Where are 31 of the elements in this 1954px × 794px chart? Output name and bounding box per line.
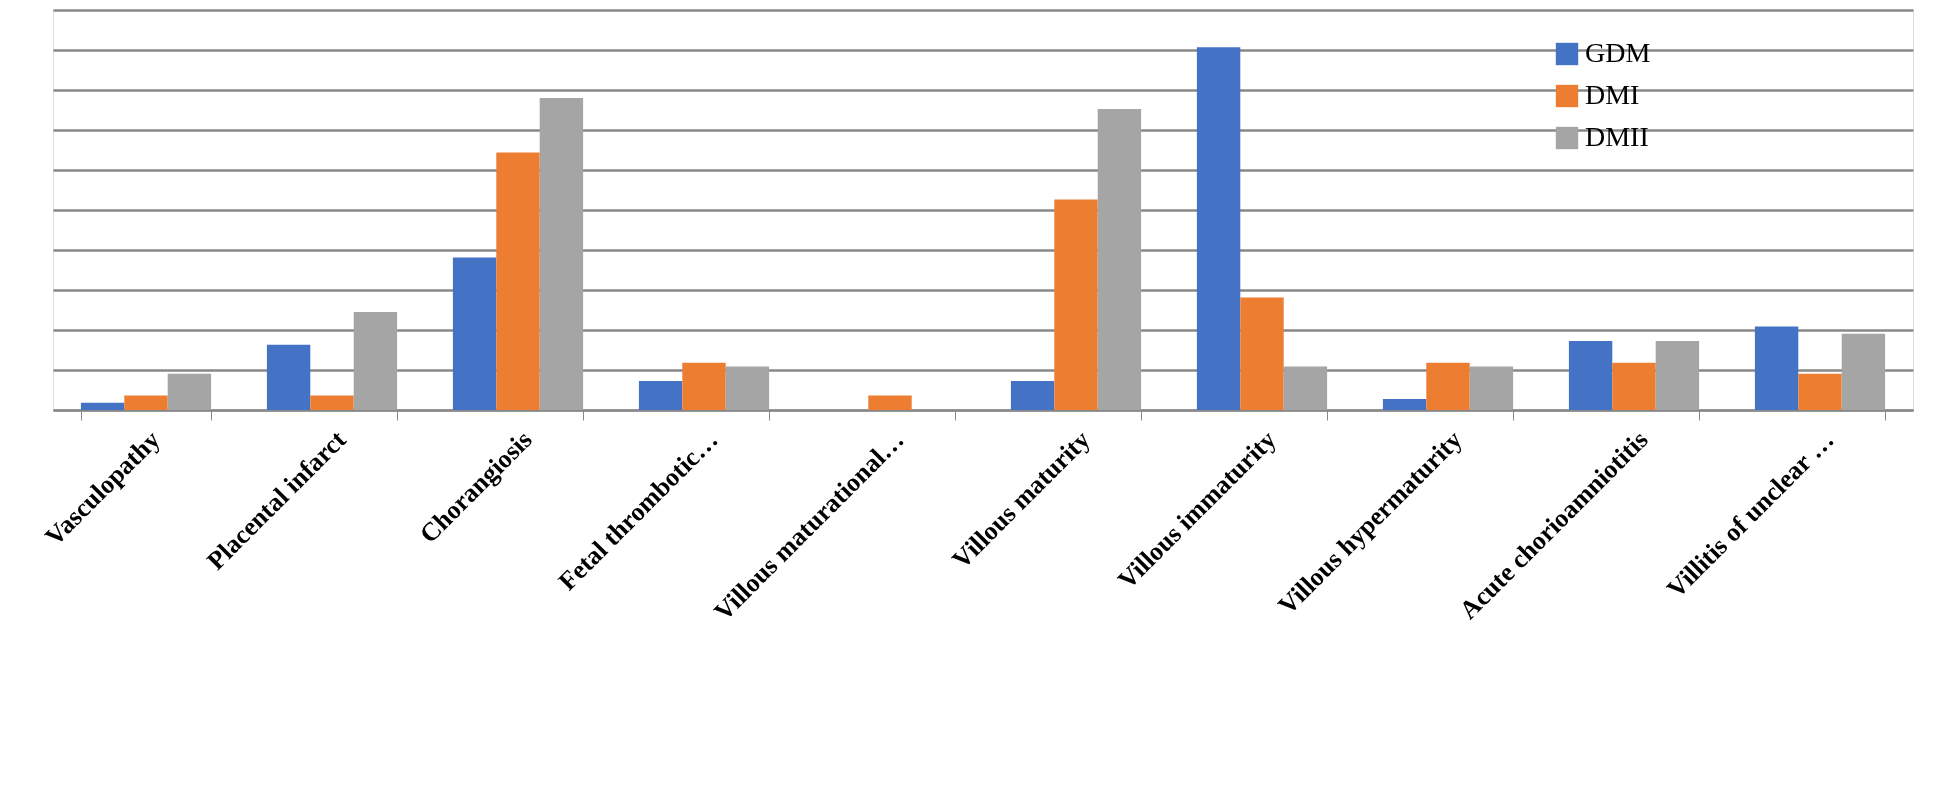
bar bbox=[124, 395, 168, 410]
bar bbox=[266, 344, 311, 410]
bar bbox=[638, 380, 683, 410]
bar bbox=[682, 362, 726, 410]
legend-label: DMII bbox=[1585, 121, 1649, 152]
bar bbox=[452, 257, 497, 410]
bar bbox=[1240, 297, 1284, 410]
bar bbox=[539, 97, 584, 410]
bar bbox=[1798, 373, 1842, 410]
legend-label: GDM bbox=[1585, 37, 1651, 68]
bar bbox=[1469, 366, 1514, 410]
bar bbox=[1283, 366, 1328, 410]
bar bbox=[1841, 333, 1886, 410]
bar bbox=[1010, 380, 1055, 410]
bar bbox=[1426, 362, 1470, 410]
bar bbox=[1196, 47, 1241, 410]
bar bbox=[1568, 341, 1613, 410]
legend-label: DMI bbox=[1585, 79, 1640, 110]
bar bbox=[868, 395, 912, 410]
bar bbox=[496, 152, 540, 410]
bar bbox=[1054, 199, 1098, 410]
bar bbox=[167, 373, 212, 410]
bar bbox=[1612, 362, 1656, 410]
bar bbox=[1754, 326, 1799, 410]
bar bbox=[353, 312, 398, 410]
bar bbox=[310, 395, 354, 410]
bar bbox=[1382, 399, 1427, 410]
bar bbox=[725, 366, 770, 410]
bar bbox=[1097, 108, 1142, 410]
bar bbox=[1655, 341, 1700, 410]
bar bbox=[80, 402, 125, 410]
